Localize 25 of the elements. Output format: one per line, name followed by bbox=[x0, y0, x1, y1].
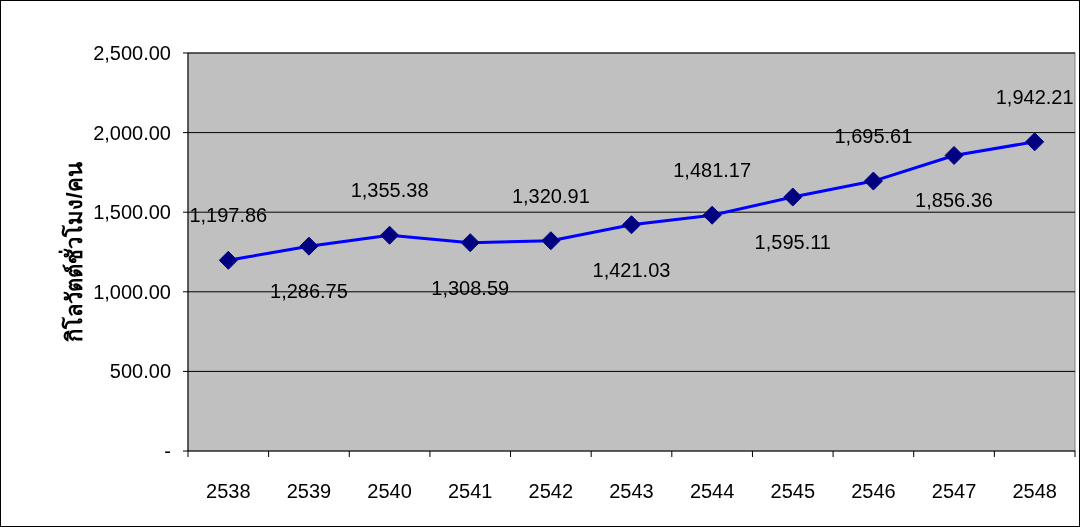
data-label: 1,421.03 bbox=[592, 258, 671, 281]
x-tick-label: 2539 bbox=[286, 480, 332, 502]
data-label: 1,355.38 bbox=[350, 179, 429, 202]
x-tick-label: 2542 bbox=[528, 480, 574, 502]
x-tick-label: 2538 bbox=[206, 480, 251, 502]
data-label: 1,320.91 bbox=[511, 184, 590, 207]
y-tick-label: 500.00 bbox=[109, 360, 171, 383]
y-tick-label: - bbox=[164, 440, 171, 462]
x-tick-label: 2547 bbox=[931, 480, 977, 502]
y-tick-label: 1,000.00 bbox=[93, 280, 171, 303]
data-label: 1,595.11 bbox=[754, 231, 831, 254]
data-label: 1,481.17 bbox=[673, 159, 752, 182]
data-label: 1,942.21 bbox=[995, 85, 1074, 108]
x-tick-label: 2543 bbox=[609, 480, 654, 502]
y-tick-label: 2,000.00 bbox=[93, 121, 171, 144]
y-tick-label: 1,500.00 bbox=[93, 201, 171, 224]
x-tick-label: 2540 bbox=[367, 480, 412, 502]
x-tick-label: 2548 bbox=[1012, 480, 1057, 502]
y-axis-title: กิโลวัตต์ชั่วโมง/คน bbox=[58, 162, 87, 342]
x-tick-label: 2545 bbox=[770, 480, 816, 502]
x-tick-label: 2544 bbox=[689, 480, 735, 502]
y-tick-label: 2,500.00 bbox=[93, 42, 171, 64]
x-tick-label: 2541 bbox=[447, 480, 493, 502]
data-label: 1,856.36 bbox=[915, 189, 993, 212]
x-tick-label: 2546 bbox=[851, 480, 896, 502]
